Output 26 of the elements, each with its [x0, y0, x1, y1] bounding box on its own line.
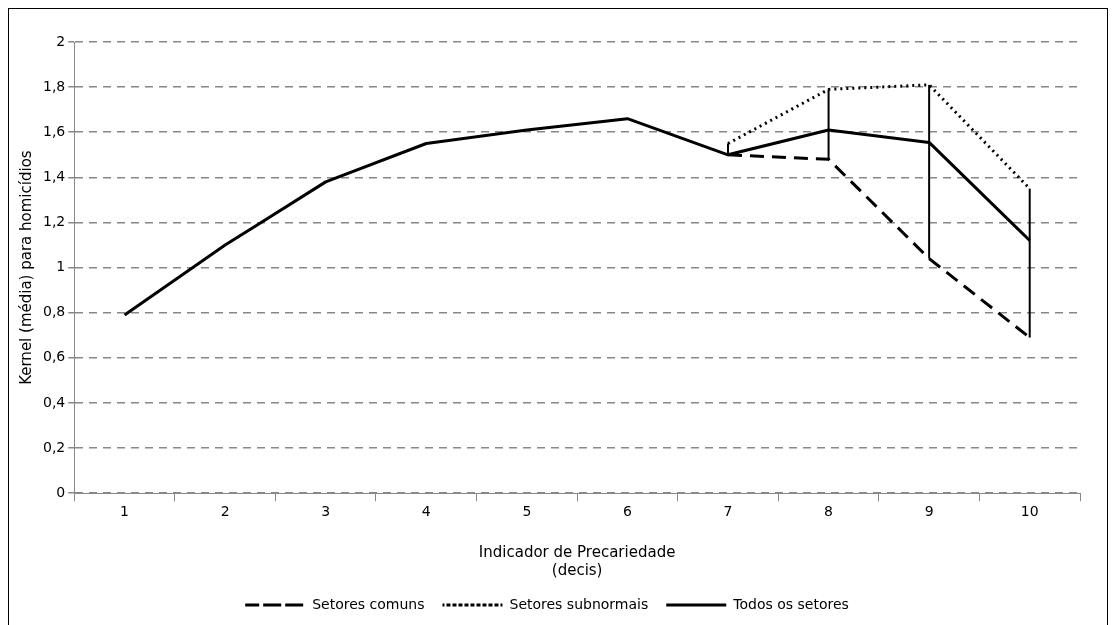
- x-axis-title: Indicador de Precariedade (decis): [478, 542, 676, 579]
- x-tick-label: 4: [421, 503, 431, 520]
- x-tick-label: 2: [220, 503, 230, 520]
- y-tick-label: 0,2: [43, 438, 66, 455]
- legend-label: Setores subnormais: [509, 595, 649, 612]
- x-tick-label: 1: [120, 503, 130, 520]
- y-tick-label: 1,2: [43, 213, 66, 230]
- y-tick-label: 0,6: [43, 348, 66, 365]
- x-tick-label: 9: [924, 503, 934, 520]
- legend-label: Setores comuns: [312, 595, 425, 612]
- y-tick-label: 0,4: [43, 393, 66, 410]
- y-tick-label: 0: [56, 483, 66, 500]
- y-tick-label: 1,6: [43, 122, 66, 139]
- y-tick-label: 1,4: [43, 168, 66, 184]
- x-tick-label: 6: [622, 503, 632, 520]
- y-axis-title: Kernel (média) para homicídios: [16, 150, 35, 385]
- x-tick-label: 10: [1020, 503, 1039, 520]
- y-tick-label: 1,8: [43, 77, 66, 94]
- x-tick-label: 7: [723, 503, 733, 520]
- x-tick-label: 8: [824, 503, 834, 520]
- y-tick-label: 1: [56, 258, 66, 275]
- y-tick-label: 2: [56, 32, 66, 49]
- legend-label: Todos os setores: [732, 595, 849, 612]
- x-tick-label: 3: [321, 503, 331, 520]
- y-tick-label: 0,8: [43, 303, 66, 320]
- x-tick-label: 5: [522, 503, 532, 520]
